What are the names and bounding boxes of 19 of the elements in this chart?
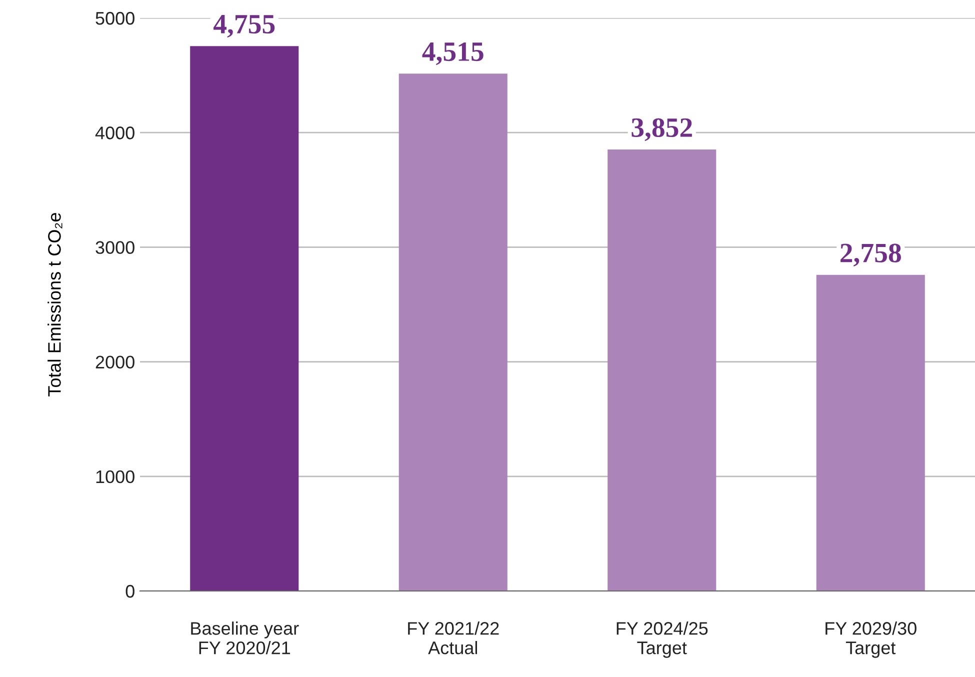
data-label: 3,852 (632, 118, 692, 142)
bar (816, 274, 925, 591)
bar (398, 74, 508, 591)
x-tick-label: Baseline year FY 2020/21 (191, 622, 299, 654)
data-label: 4,515 (422, 42, 484, 66)
y-axis-title: Total Emissions t CO₂e (48, 212, 62, 396)
bar (190, 46, 299, 591)
x-tick-label: FY 2024/25 Target (616, 622, 708, 658)
bar (608, 150, 716, 591)
y-tick-label: 2000 (96, 356, 134, 369)
y-tick-label: 4000 (95, 126, 134, 140)
x-tick-label: FY 2029/30 Target (826, 622, 916, 658)
data-label: 4,755 (214, 15, 275, 38)
y-tick-label: 0 (126, 584, 134, 598)
data-label: 2,758 (840, 244, 901, 266)
y-tick-label: 5000 (96, 12, 134, 25)
y-tick-label: 3000 (96, 241, 134, 254)
x-tick-label: FY 2021/22 Actual (408, 622, 499, 654)
y-tick-label: 1000 (96, 470, 134, 484)
